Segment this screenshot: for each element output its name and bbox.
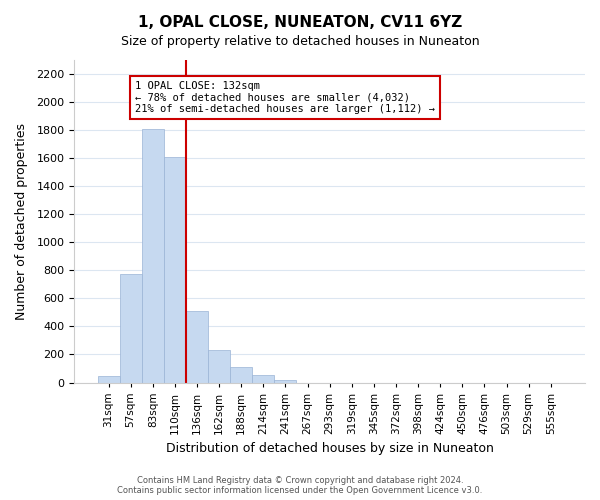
Text: 1 OPAL CLOSE: 132sqm
← 78% of detached houses are smaller (4,032)
21% of semi-de: 1 OPAL CLOSE: 132sqm ← 78% of detached h…	[135, 81, 435, 114]
Y-axis label: Number of detached properties: Number of detached properties	[15, 123, 28, 320]
Bar	[186, 311, 208, 382]
Text: Contains HM Land Registry data © Crown copyright and database right 2024.
Contai: Contains HM Land Registry data © Crown c…	[118, 476, 482, 495]
X-axis label: Distribution of detached houses by size in Nuneaton: Distribution of detached houses by size …	[166, 442, 494, 455]
Bar	[230, 367, 252, 382]
Bar	[252, 375, 274, 382]
Bar	[98, 376, 119, 382]
Text: Size of property relative to detached houses in Nuneaton: Size of property relative to detached ho…	[121, 35, 479, 48]
Bar	[142, 128, 164, 382]
Text: 1, OPAL CLOSE, NUNEATON, CV11 6YZ: 1, OPAL CLOSE, NUNEATON, CV11 6YZ	[138, 15, 462, 30]
Bar	[274, 380, 296, 382]
Bar	[119, 274, 142, 382]
Bar	[208, 350, 230, 382]
Bar	[164, 157, 186, 382]
